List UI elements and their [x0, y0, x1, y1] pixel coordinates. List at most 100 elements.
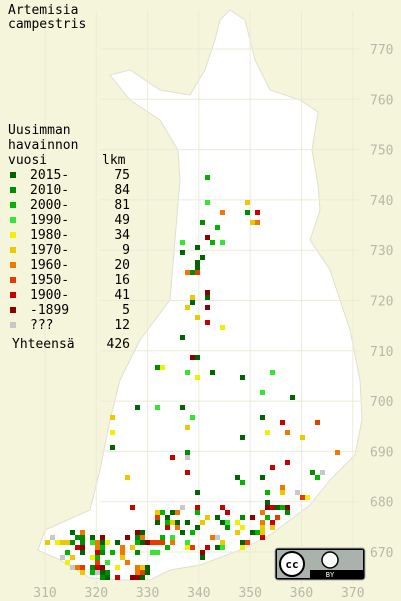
- observation: [105, 560, 110, 565]
- observation: [185, 470, 190, 475]
- observation: [95, 570, 100, 575]
- observation: [110, 550, 115, 555]
- observation: [200, 550, 205, 555]
- observation: [125, 560, 130, 565]
- observation: [165, 515, 170, 520]
- observation: [125, 475, 130, 480]
- observation: [255, 210, 260, 215]
- observation: [155, 550, 160, 555]
- observation: [100, 565, 105, 570]
- observation: [120, 555, 125, 560]
- observation: [100, 535, 105, 540]
- observation: [225, 520, 230, 525]
- legend-swatch: [10, 202, 16, 208]
- legend-count: 75: [114, 168, 130, 183]
- legend-swatch: [10, 307, 16, 313]
- legend-label: 1950-: [30, 273, 69, 288]
- observation: [195, 265, 200, 270]
- observation: [275, 505, 280, 510]
- observation: [295, 490, 300, 495]
- observation: [145, 565, 150, 570]
- northing-label: 700: [370, 395, 393, 410]
- observation: [95, 560, 100, 565]
- legend-label: 1980-: [30, 228, 69, 243]
- legend-swatch: [10, 172, 16, 178]
- observation: [195, 505, 200, 510]
- legend-count: 41: [114, 288, 130, 303]
- observation: [45, 540, 50, 545]
- observation: [300, 495, 305, 500]
- observation: [260, 475, 265, 480]
- observation: [180, 335, 185, 340]
- observation: [65, 550, 70, 555]
- observation: [190, 545, 195, 550]
- observation: [130, 505, 135, 510]
- observation: [145, 570, 150, 575]
- observation: [215, 535, 220, 540]
- observation: [315, 420, 320, 425]
- observation: [50, 535, 55, 540]
- observation: [100, 550, 105, 555]
- observation: [245, 210, 250, 215]
- observation: [205, 320, 210, 325]
- legend-label: 1990-: [30, 213, 69, 228]
- observation: [240, 525, 245, 530]
- observation: [90, 540, 95, 545]
- observation: [100, 540, 105, 545]
- observation: [80, 540, 85, 545]
- legend-count: 12: [114, 318, 130, 333]
- easting-label: 310: [33, 586, 56, 601]
- legend-count: 9: [122, 243, 130, 258]
- observation: [235, 475, 240, 480]
- legend-header: vuosi: [8, 153, 47, 168]
- observation: [275, 515, 280, 520]
- observation: [130, 545, 135, 550]
- grid: [44, 10, 360, 585]
- observation: [170, 535, 175, 540]
- observation: [260, 390, 265, 395]
- observation: [210, 535, 215, 540]
- total: 426: [107, 337, 130, 352]
- observation: [100, 545, 105, 550]
- observation: [120, 550, 125, 555]
- observation: [80, 565, 85, 570]
- observations: [45, 175, 340, 580]
- legend-swatch: [10, 262, 16, 268]
- observation: [160, 510, 165, 515]
- observation: [220, 520, 225, 525]
- observation: [220, 545, 225, 550]
- observation: [235, 530, 240, 535]
- observation: [55, 540, 60, 545]
- northing-label: 740: [370, 194, 393, 209]
- observation: [225, 525, 230, 530]
- observation: [200, 255, 205, 260]
- observation: [165, 525, 170, 530]
- observation: [160, 365, 165, 370]
- northing-label: 770: [370, 43, 393, 58]
- observation: [135, 565, 140, 570]
- legend-label: 1900-: [30, 288, 69, 303]
- observation: [150, 540, 155, 545]
- badge-cc: cc: [285, 558, 298, 571]
- observation: [195, 510, 200, 515]
- observation: [260, 415, 265, 420]
- legend-label: 1970-: [30, 243, 69, 258]
- observation: [190, 300, 195, 305]
- observation: [195, 375, 200, 380]
- observation: [260, 535, 265, 540]
- observation: [135, 570, 140, 575]
- observation: [130, 575, 135, 580]
- observation: [140, 575, 145, 580]
- legend-swatch: [10, 187, 16, 193]
- observation: [220, 210, 225, 215]
- observation: [90, 565, 95, 570]
- observation: [220, 325, 225, 330]
- observation: [195, 260, 200, 265]
- observation: [190, 415, 195, 420]
- observation: [335, 450, 340, 455]
- observation: [140, 570, 145, 575]
- observation: [180, 505, 185, 510]
- observation: [65, 560, 70, 565]
- observation: [280, 505, 285, 510]
- legend-count: 84: [114, 183, 130, 198]
